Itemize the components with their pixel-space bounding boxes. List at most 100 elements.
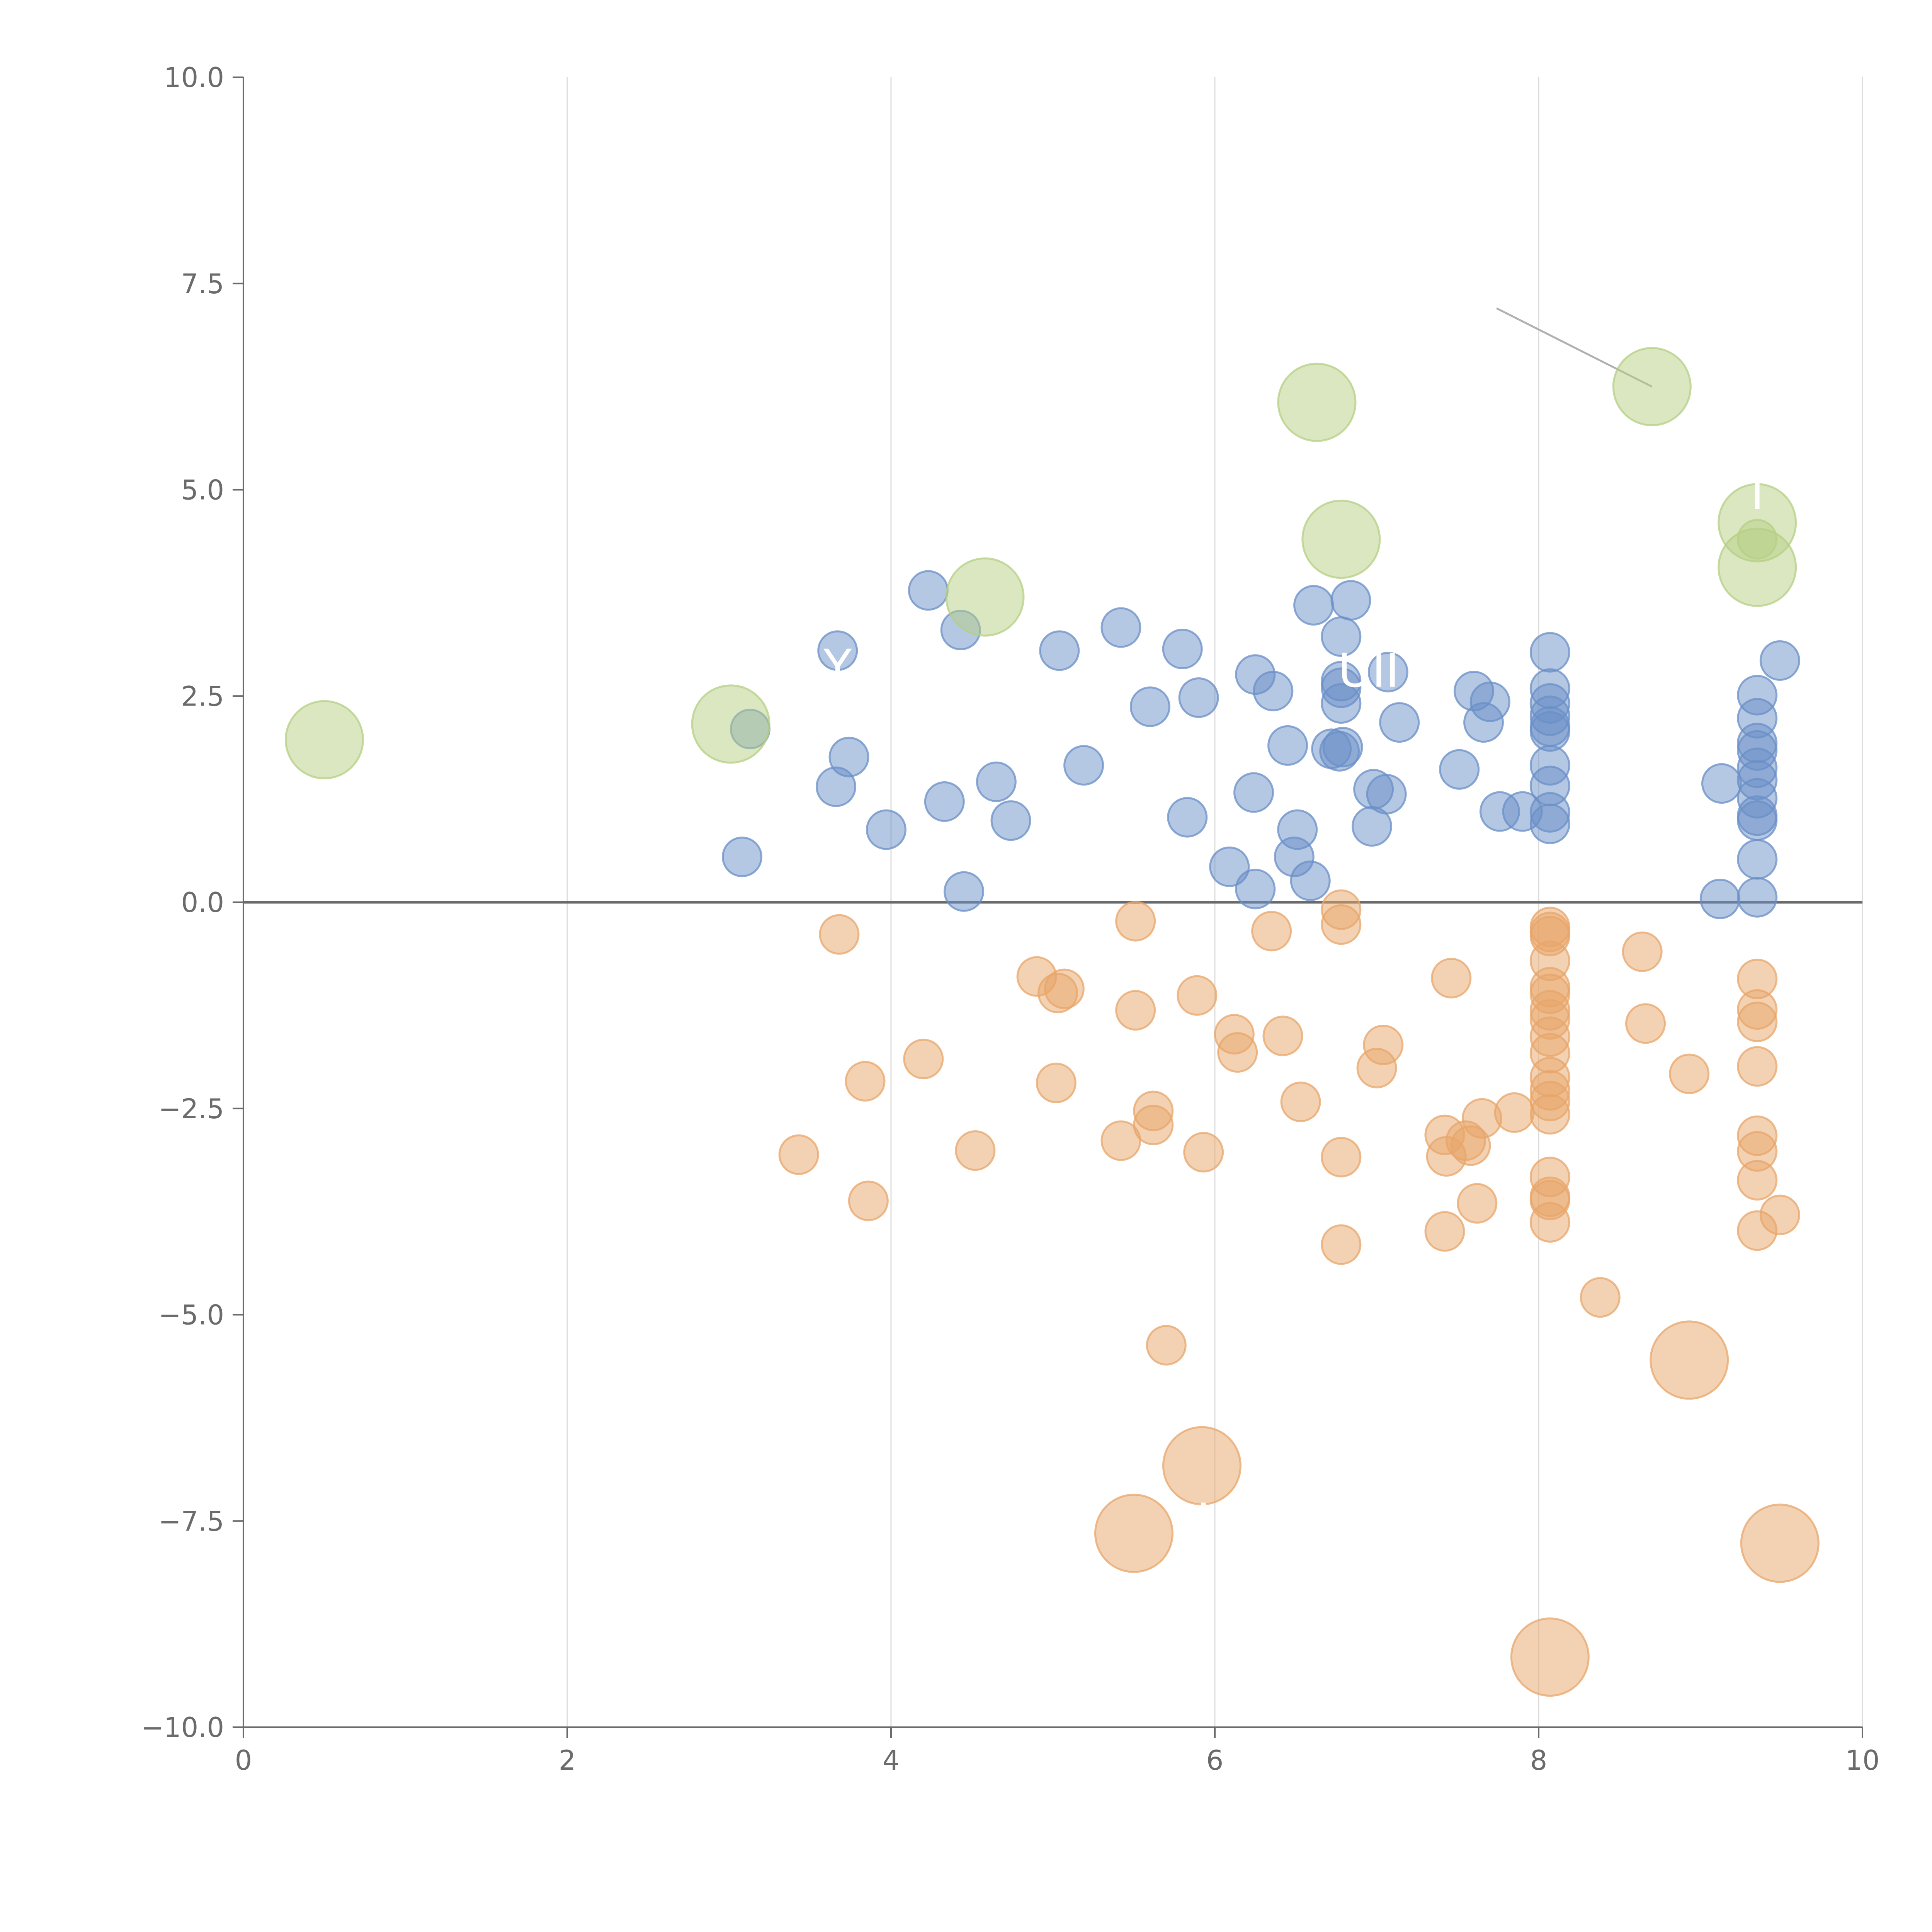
negative-large-point xyxy=(1740,1503,1820,1583)
x-tick-label: 4 xyxy=(883,1745,900,1776)
positive-point xyxy=(1529,632,1570,673)
annotation-label: Y xyxy=(823,640,852,694)
positive-point xyxy=(1100,607,1141,648)
negative-point xyxy=(1321,1224,1362,1265)
positive-point xyxy=(976,761,1017,802)
negative-point xyxy=(1183,1132,1224,1173)
negative-point xyxy=(1036,1063,1077,1104)
positive-point xyxy=(1267,725,1308,766)
negative-point xyxy=(1321,1137,1362,1178)
positive-point xyxy=(1759,640,1800,681)
annotation-label: UII xyxy=(1338,644,1400,698)
negative-point xyxy=(1115,901,1156,942)
axes: 0 2 4 6 8 10 −10.0 −7.5 −5.0 −2.5 0.0 2.5 5.0 7.5 10.0 xyxy=(141,62,1879,1776)
negative-point xyxy=(955,1130,996,1171)
negative-point xyxy=(1580,1277,1621,1318)
negative-point xyxy=(903,1039,944,1080)
positive-point xyxy=(908,570,949,611)
positive-point xyxy=(1321,661,1362,702)
positive-point xyxy=(1039,630,1080,671)
annotation-label: T xyxy=(1743,467,1772,520)
positive-point xyxy=(1290,860,1331,901)
positive-point xyxy=(1699,878,1740,919)
y-tick-label: −10.0 xyxy=(141,1712,224,1743)
x-tick-label: 2 xyxy=(559,1745,576,1776)
negative-point xyxy=(1737,1002,1778,1043)
positive-point xyxy=(1167,797,1208,838)
positive-point xyxy=(990,800,1031,841)
positive-point xyxy=(817,630,858,671)
positive-point xyxy=(1063,745,1104,786)
x-tick-label: 0 xyxy=(235,1745,252,1776)
negative-point xyxy=(1737,1160,1778,1201)
negative-point xyxy=(1146,1325,1187,1366)
negative-point xyxy=(1625,1003,1666,1044)
negative-point xyxy=(1457,1183,1498,1224)
negative-point xyxy=(1262,1015,1303,1056)
negative-point xyxy=(1280,1082,1321,1122)
positive-point xyxy=(1209,846,1250,887)
positive-point xyxy=(1366,774,1407,815)
positive-point xyxy=(722,837,763,878)
positive-point xyxy=(944,871,985,912)
positive-point xyxy=(1701,763,1742,804)
negative-large-point xyxy=(1162,1426,1242,1505)
negative-point xyxy=(1133,1104,1174,1145)
y-tick-label: 0.0 xyxy=(181,887,224,918)
positive-point xyxy=(1162,629,1203,670)
y-tick-label: −5.0 xyxy=(158,1299,224,1331)
x-tick-label: 8 xyxy=(1530,1745,1548,1776)
negative-point xyxy=(845,1061,886,1102)
positive-point xyxy=(1233,772,1274,813)
positive-point xyxy=(1529,711,1570,752)
positive-point xyxy=(1529,803,1570,844)
positive-point xyxy=(828,736,869,777)
y-tick-label: −7.5 xyxy=(158,1505,224,1537)
positive-point xyxy=(1367,651,1408,692)
negative-point xyxy=(1759,1194,1800,1235)
negative-point xyxy=(1115,990,1156,1031)
positive-point xyxy=(1330,580,1371,621)
positive-point xyxy=(1469,681,1510,722)
positive-point xyxy=(1737,800,1778,841)
positive-point xyxy=(1277,809,1318,850)
negative-large-point xyxy=(1650,1320,1729,1400)
negative-large-point xyxy=(1094,1493,1173,1573)
y-tick-label: 10.0 xyxy=(164,62,224,94)
highlight-point xyxy=(1612,347,1692,427)
positive-point xyxy=(1178,677,1219,718)
annotation-label: S xyxy=(1359,368,1388,422)
negative-point xyxy=(1100,1120,1141,1161)
negative-point xyxy=(1737,1046,1778,1087)
negative-point xyxy=(1529,1202,1570,1243)
positive-point xyxy=(924,781,965,822)
negative-point xyxy=(1529,1094,1570,1135)
negative-point xyxy=(1622,931,1663,972)
negative-point xyxy=(1321,904,1362,945)
highlight-point xyxy=(1301,500,1381,579)
negative-point xyxy=(1251,911,1292,952)
negative-point xyxy=(1363,1024,1404,1065)
y-tick-label: −2.5 xyxy=(158,1093,224,1125)
positive-point xyxy=(1253,670,1294,711)
annotations: Y UII S T I xyxy=(823,368,1772,1548)
highlight-point xyxy=(285,700,364,779)
negative-point xyxy=(1424,1211,1465,1252)
negative-point xyxy=(1044,968,1085,1009)
positive-point xyxy=(1737,877,1778,918)
positive-point xyxy=(1439,749,1480,790)
positive-point xyxy=(1293,585,1334,626)
negative-point xyxy=(778,1134,819,1175)
positive-point xyxy=(1235,869,1276,910)
positive-point xyxy=(1129,686,1170,727)
negative-point xyxy=(848,1180,889,1221)
highlight-small-point xyxy=(1737,519,1778,560)
highlight-point xyxy=(1277,362,1357,442)
negative-point xyxy=(1494,1092,1535,1133)
negative-point xyxy=(1217,1032,1258,1073)
negative-point xyxy=(1177,975,1218,1016)
x-tick-label: 6 xyxy=(1206,1745,1224,1776)
y-tick-label: 5.0 xyxy=(181,474,224,506)
y-tick-label: 2.5 xyxy=(181,680,224,712)
